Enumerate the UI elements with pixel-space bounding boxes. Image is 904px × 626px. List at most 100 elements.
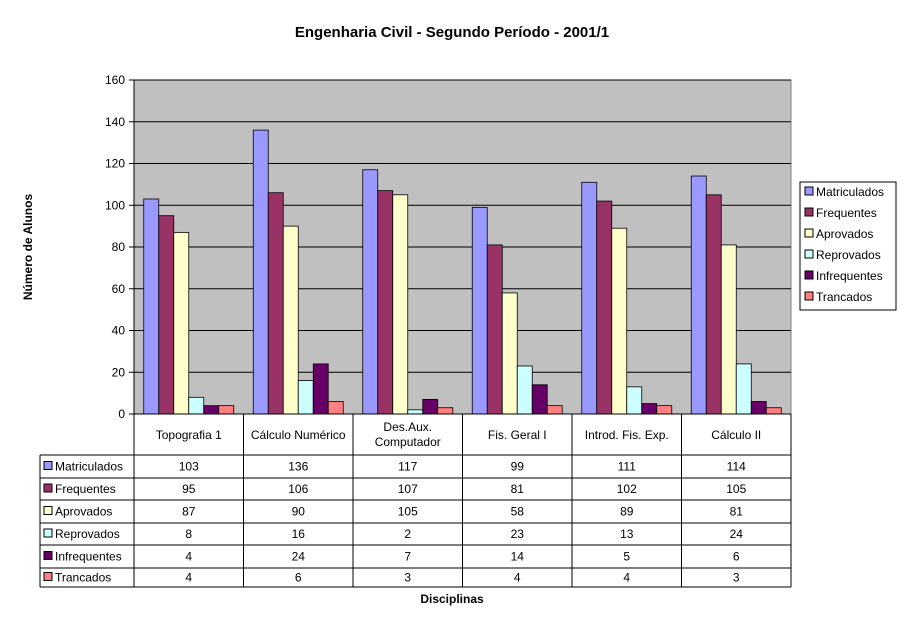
- table-series-label: Frequentes: [55, 482, 116, 496]
- y-tick-label: 120: [105, 157, 125, 171]
- bar-trancados-1: [327, 401, 344, 415]
- category-label: Introd. Fis. Exp.: [585, 428, 669, 442]
- table-legend-key: [43, 506, 53, 515]
- data-label: 13: [620, 527, 634, 541]
- bar-trancados-0: [218, 405, 235, 415]
- data-label: 6: [733, 550, 740, 564]
- table-series-label: Aprovados: [55, 505, 112, 519]
- y-tick-label: 60: [112, 282, 126, 296]
- legend-label: Matriculados: [816, 185, 884, 199]
- table-legend-key: [43, 483, 53, 493]
- data-label: 105: [726, 482, 746, 496]
- bar-matriculados-0: [143, 198, 160, 415]
- data-label: 81: [730, 505, 744, 519]
- legend-label: Aprovados: [816, 227, 873, 241]
- data-label: 81: [511, 482, 525, 496]
- bar-trancados-4: [656, 405, 673, 415]
- bar-frequentes-5: [705, 194, 722, 415]
- y-tick-label: 0: [118, 407, 125, 421]
- bar-infrequentes-3: [531, 384, 548, 415]
- bar-matriculados-1: [252, 129, 269, 415]
- legend-key: [804, 249, 814, 259]
- bar-matriculados-5: [690, 175, 707, 415]
- table-series-label: Trancados: [55, 571, 111, 585]
- bar-infrequentes-4: [641, 403, 658, 415]
- y-tick-label: 160: [105, 73, 125, 87]
- table-series-label: Infrequentes: [55, 550, 122, 564]
- data-label: 3: [733, 571, 740, 585]
- y-tick-label: 40: [112, 324, 126, 338]
- data-label: 4: [185, 571, 192, 585]
- data-label: 16: [292, 527, 306, 541]
- bar-aprovados-2: [392, 194, 409, 415]
- category-label: Fis. Geral I: [488, 428, 547, 442]
- data-label: 111: [618, 460, 637, 474]
- bar-aprovados-0: [173, 231, 190, 415]
- data-label: 6: [295, 571, 302, 585]
- data-label: 99: [511, 460, 525, 474]
- bar-reprovados-4: [626, 386, 643, 415]
- data-label: 24: [730, 527, 744, 541]
- bar-matriculados-2: [362, 169, 379, 415]
- bar-trancados-2: [437, 407, 454, 415]
- data-label: 24: [292, 550, 306, 564]
- legend-label: Infrequentes: [816, 269, 883, 283]
- table-legend-key: [43, 528, 53, 538]
- data-label: 136: [288, 460, 308, 474]
- chart-title: Engenharia Civil - Segundo Período - 200…: [295, 24, 609, 41]
- data-label: 114: [727, 460, 746, 474]
- bar-reprovados-1: [297, 380, 314, 415]
- data-label: 117: [398, 460, 417, 474]
- bar-aprovados-4: [611, 227, 628, 415]
- legend-label: Frequentes: [816, 206, 877, 220]
- bar-infrequentes-1: [312, 363, 329, 415]
- bar-trancados-5: [765, 407, 782, 415]
- bar-infrequentes-5: [750, 401, 767, 415]
- legend-label: Reprovados: [816, 248, 881, 262]
- bar-frequentes-1: [267, 192, 284, 415]
- bar-frequentes-0: [158, 215, 175, 415]
- x-axis-label: Disciplinas: [420, 592, 484, 606]
- table-legend-key: [43, 461, 53, 470]
- bar-reprovados-3: [516, 365, 533, 415]
- bar-trancados-3: [546, 405, 563, 415]
- data-label: 4: [185, 550, 192, 564]
- bar-reprovados-2: [407, 409, 424, 415]
- category-label: Computador: [375, 435, 441, 449]
- data-label: 4: [514, 571, 521, 585]
- data-label: 14: [511, 550, 525, 564]
- bar-infrequentes-2: [422, 398, 439, 415]
- legend-key: [804, 270, 814, 280]
- bar-infrequentes-0: [203, 405, 220, 415]
- category-label: Cálculo II: [711, 428, 761, 442]
- legend: [799, 181, 897, 311]
- table-series-label: Reprovados: [55, 527, 120, 541]
- legend-key: [804, 186, 814, 196]
- data-label: 102: [617, 482, 637, 496]
- table-legend-key: [43, 551, 53, 560]
- y-tick-label: 80: [112, 240, 126, 254]
- data-label: 58: [511, 505, 525, 519]
- data-label: 103: [179, 460, 199, 474]
- table-series-label: Matriculados: [55, 460, 123, 474]
- legend-key: [804, 207, 814, 217]
- bar-frequentes-2: [377, 190, 394, 415]
- data-label: 106: [288, 482, 308, 496]
- data-label: 2: [404, 527, 411, 541]
- legend-label: Trancados: [816, 290, 872, 304]
- category-label: Des.Aux.: [383, 420, 432, 434]
- data-label: 7: [404, 550, 411, 564]
- data-label: 4: [623, 571, 630, 585]
- bar-reprovados-5: [735, 363, 752, 415]
- bar-aprovados-3: [501, 292, 518, 415]
- y-tick-label: 20: [112, 365, 126, 379]
- data-label: 90: [292, 505, 306, 519]
- y-axis-label: Número de Alunos: [21, 194, 35, 301]
- data-label: 95: [182, 482, 196, 496]
- y-tick-label: 140: [105, 115, 125, 129]
- table-legend-key: [43, 572, 53, 581]
- bar-reprovados-0: [188, 396, 205, 415]
- category-label: Cálculo Numérico: [251, 428, 346, 442]
